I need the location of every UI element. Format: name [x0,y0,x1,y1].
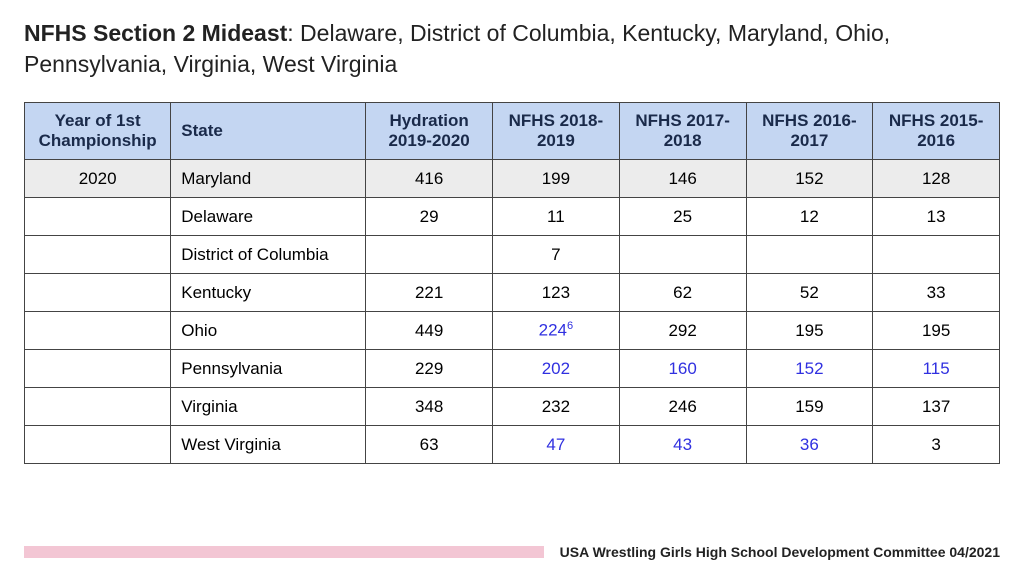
cell-value: 43 [619,426,746,464]
title-bold: NFHS Section 2 Mideast [24,20,287,46]
col-header-nfhs1718: NFHS 2017-2018 [619,103,746,160]
col-header-state: State [171,103,366,160]
col-header-year: Year of 1st Championship [25,103,171,160]
cell-state: Delaware [171,198,366,236]
col-header-hydration: Hydration 2019-2020 [366,103,493,160]
cell-state: Virginia [171,388,366,426]
cell-value: 128 [873,160,1000,198]
cell-value: 63 [366,426,493,464]
cell-year [25,198,171,236]
cell-value: 25 [619,198,746,236]
col-header-nfhs1819: NFHS 2018-2019 [493,103,620,160]
cell-value: 36 [746,426,873,464]
cell-value: 160 [619,350,746,388]
cell-value: 137 [873,388,1000,426]
cell-value: 47 [493,426,620,464]
table-row: District of Columbia 7 [25,236,1000,274]
cell-value: 62 [619,274,746,312]
cell-year [25,274,171,312]
cell-value: 202 [493,350,620,388]
cell-value [873,236,1000,274]
footer: USA Wrestling Girls High School Developm… [0,544,1024,560]
cell-value: 159 [746,388,873,426]
cell-year [25,236,171,274]
table-header-row: Year of 1st Championship State Hydration… [25,103,1000,160]
cell-value [746,236,873,274]
cell-state: West Virginia [171,426,366,464]
page-title: NFHS Section 2 Mideast: Delaware, Distri… [24,18,1000,80]
cell-value: 232 [493,388,620,426]
cell-value: 123 [493,274,620,312]
footer-pink-bar [24,546,544,558]
cell-value: 229 [366,350,493,388]
cell-value: 146 [619,160,746,198]
table-row: Kentucky221123625233 [25,274,1000,312]
cell-state: District of Columbia [171,236,366,274]
cell-year [25,312,171,350]
col-header-nfhs1617: NFHS 2016-2017 [746,103,873,160]
cell-value: 2246 [493,312,620,350]
cell-value: 292 [619,312,746,350]
cell-value: 7 [493,236,620,274]
footer-text: USA Wrestling Girls High School Developm… [560,544,1000,560]
cell-value: 195 [746,312,873,350]
table-row: Ohio4492246292195195 [25,312,1000,350]
cell-value: 449 [366,312,493,350]
cell-value: 221 [366,274,493,312]
cell-value: 115 [873,350,1000,388]
cell-state: Ohio [171,312,366,350]
table-row: 2020Maryland416199146152128 [25,160,1000,198]
cell-value [366,236,493,274]
cell-value: 246 [619,388,746,426]
cell-value: 52 [746,274,873,312]
table-body: 2020Maryland416199146152128Delaware29112… [25,160,1000,464]
table-row: Delaware2911251213 [25,198,1000,236]
cell-value: 152 [746,160,873,198]
col-header-nfhs1516: NFHS 2015-2016 [873,103,1000,160]
cell-value: 152 [746,350,873,388]
cell-state: Maryland [171,160,366,198]
cell-value: 11 [493,198,620,236]
cell-state: Pennsylvania [171,350,366,388]
cell-value: 29 [366,198,493,236]
cell-year [25,388,171,426]
table-row: Pennsylvania229202160152115 [25,350,1000,388]
cell-year [25,426,171,464]
cell-value: 416 [366,160,493,198]
cell-value: 12 [746,198,873,236]
cell-value [619,236,746,274]
cell-state: Kentucky [171,274,366,312]
table-row: West Virginia634743363 [25,426,1000,464]
cell-value: 348 [366,388,493,426]
table-row: Virginia348232246159137 [25,388,1000,426]
cell-year: 2020 [25,160,171,198]
cell-value: 3 [873,426,1000,464]
data-table: Year of 1st Championship State Hydration… [24,102,1000,464]
cell-year [25,350,171,388]
cell-value: 33 [873,274,1000,312]
cell-value: 195 [873,312,1000,350]
cell-value: 13 [873,198,1000,236]
cell-value: 199 [493,160,620,198]
